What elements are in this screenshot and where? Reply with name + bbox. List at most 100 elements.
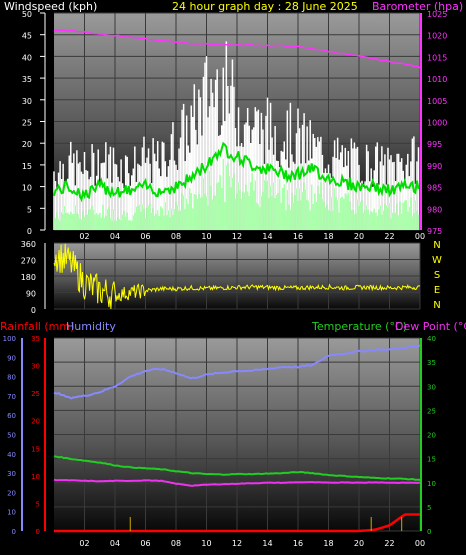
time-tick-label: 12: [232, 232, 242, 241]
tick-label: 25: [31, 390, 40, 398]
tick-label: 270: [21, 257, 36, 266]
time-tick-label: 02: [79, 539, 89, 548]
tick-label: 995: [427, 140, 442, 149]
tick-label: 60: [7, 412, 16, 420]
time-tick-label: 10: [201, 232, 211, 241]
compass-label: E: [434, 285, 440, 296]
tick-label: 15: [427, 456, 436, 464]
dewpoint-title: Dew Point (°C): [395, 320, 466, 333]
tick-label: 0: [12, 528, 16, 536]
tick-label: 5: [427, 504, 431, 512]
panel3-rain-ticks: 0 5 10 15 20 25 30 35: [31, 335, 40, 536]
tick-label: 1005: [427, 97, 447, 106]
panel1-windspeed-ticks: 0 5 10 15 20 25 30 35 40 45 50: [22, 10, 45, 236]
tick-label: 35: [31, 335, 40, 343]
tick-label: 980: [427, 205, 442, 214]
dewpoint-line: [53, 478, 421, 487]
rainfall-line: [54, 513, 420, 533]
tick-label: 50: [7, 432, 16, 440]
panel3-humidity-ticks: 0 10 20 30 40 50 60 70 80 90 100: [3, 335, 16, 536]
compass-label: S: [434, 270, 440, 281]
tick-label: 35: [22, 75, 32, 84]
time-tick-label: 20: [354, 232, 364, 241]
tick-label: 180: [21, 273, 36, 282]
tick-label: 20: [427, 432, 436, 440]
tick-label: 30: [31, 363, 40, 371]
compass-label: N: [433, 240, 440, 251]
time-tick-label: 16: [293, 539, 303, 548]
tick-label: 10: [22, 184, 32, 193]
tick-label: 1025: [427, 10, 447, 19]
panel1-time-ticks: 02 04 06 08 10 12 14 16 18 20 22 00: [79, 232, 425, 241]
tick-label: 30: [7, 470, 16, 478]
tick-label: 0: [427, 528, 431, 536]
graph-title: 24 hour graph day : 28 June 2025: [172, 0, 358, 13]
windspeed-title: Windspeed (kph): [4, 0, 97, 13]
wind-direction-line: [53, 243, 421, 310]
time-tick-label: 04: [110, 539, 120, 548]
tick-label: 40: [427, 335, 436, 343]
time-tick-label: 18: [323, 232, 333, 241]
time-tick-label: 00: [415, 232, 425, 241]
temperature-line: [53, 455, 421, 481]
tick-label: 0: [36, 528, 40, 536]
tick-label: 10: [31, 473, 40, 481]
tick-label: 5: [36, 500, 40, 508]
time-tick-label: 22: [384, 232, 394, 241]
time-tick-label: 04: [110, 232, 120, 241]
time-tick-label: 18: [323, 539, 333, 548]
tick-label: 10: [7, 509, 16, 517]
tick-label: 5: [27, 205, 32, 214]
panel3-time-ticks: 02 04 06 08 10 12 14 16 18 20 22 00: [79, 539, 425, 548]
tick-label: 985: [427, 184, 442, 193]
time-tick-label: 14: [262, 539, 272, 548]
panel3-temp-ticks: 0 5 10 15 20 25 30 35 40: [427, 335, 436, 536]
tick-label: 80: [7, 374, 16, 382]
panel2-direction-ticks: 0 90 180 270 360: [21, 240, 36, 315]
panel1-barometer-ticks: 975 980 985 990 995 1000 1005 1010 1015 1020 1025: [427, 10, 447, 236]
tick-label: 90: [7, 354, 16, 362]
tick-label: 70: [7, 393, 16, 401]
tick-label: 975: [427, 227, 442, 236]
time-tick-label: 06: [140, 539, 150, 548]
tick-label: 30: [22, 97, 32, 106]
tick-label: 50: [22, 10, 32, 19]
tick-label: 30: [427, 383, 436, 391]
rainfall-title: Rainfall (mm): [0, 320, 74, 333]
tick-label: 35: [427, 359, 436, 367]
time-tick-label: 20: [354, 539, 364, 548]
tick-label: 360: [21, 240, 36, 249]
tick-label: 25: [22, 119, 32, 128]
tick-label: 1015: [427, 53, 447, 62]
tick-label: 15: [31, 445, 40, 453]
tick-label: 0: [27, 227, 32, 236]
tick-label: 45: [22, 32, 32, 41]
tick-label: 1000: [427, 119, 447, 128]
panel1-series: [53, 29, 421, 230]
time-tick-label: 06: [140, 232, 150, 241]
tick-label: 990: [427, 162, 442, 171]
panel3-series: [53, 344, 421, 533]
tick-label: 10: [427, 480, 436, 488]
compass-label: N: [433, 300, 440, 311]
time-tick-label: 08: [171, 232, 181, 241]
tick-label: 1010: [427, 75, 447, 84]
barometer-line: [53, 29, 421, 69]
time-tick-label: 10: [201, 539, 211, 548]
humidity-line: [53, 344, 421, 400]
time-tick-label: 14: [262, 232, 272, 241]
time-tick-label: 00: [415, 539, 425, 548]
tick-label: 90: [26, 290, 36, 299]
humidity-title: Humidity: [66, 320, 116, 333]
barometer-title: Barometer (hpa): [372, 0, 463, 13]
tick-label: 20: [22, 140, 32, 149]
windspeed-line: [53, 141, 420, 203]
tick-label: 1020: [427, 32, 447, 41]
time-tick-label: 08: [171, 539, 181, 548]
time-tick-label: 16: [293, 232, 303, 241]
tick-label: 40: [7, 451, 16, 459]
tick-label: 100: [3, 335, 16, 343]
tick-label: 0: [31, 306, 36, 315]
